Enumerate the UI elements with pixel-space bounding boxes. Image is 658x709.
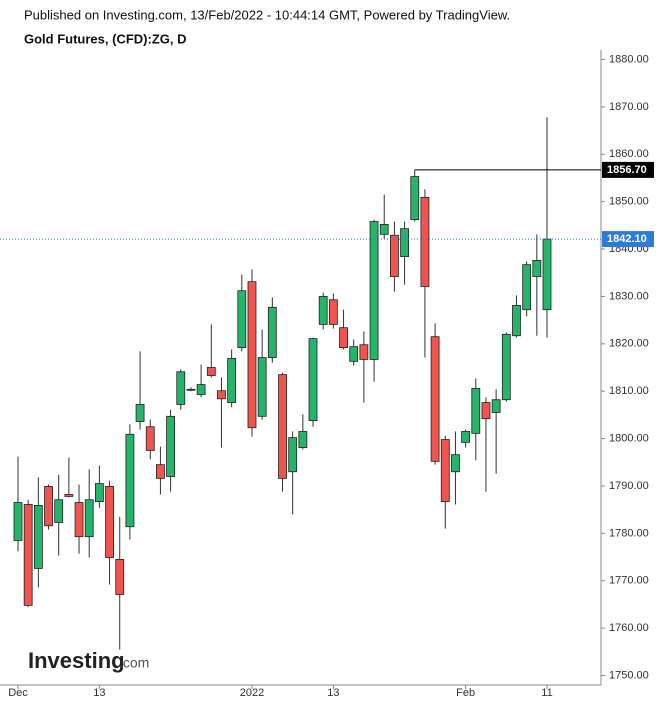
y-tick-label: 1810.00 (609, 385, 649, 397)
candle-body (451, 454, 460, 473)
x-tick-label: 13 (327, 687, 339, 699)
x-tick-label: 2022 (240, 687, 264, 699)
candle-body (359, 344, 369, 360)
candle-body (410, 176, 420, 221)
candle-body (105, 486, 114, 558)
candle-body (44, 486, 53, 527)
candle-body (125, 433, 135, 528)
candle-body (23, 504, 33, 606)
candle-body (542, 238, 552, 311)
x-tick-label: 13 (93, 687, 105, 699)
candle-body (135, 404, 145, 422)
y-tick-label: 1880.00 (609, 53, 649, 65)
candle-body (481, 402, 491, 420)
candle-body (471, 387, 481, 434)
logo-brand: Investing (28, 648, 125, 673)
candle-body (308, 338, 318, 421)
candle-body (217, 390, 226, 400)
last-price-box (602, 231, 654, 248)
candle-body (339, 327, 348, 348)
candle-body (501, 333, 511, 401)
candle-body (420, 196, 430, 287)
candle-body (247, 281, 257, 429)
candle-body (512, 305, 521, 337)
candle-body (145, 426, 155, 451)
candle-body (379, 223, 389, 235)
candle-body (94, 483, 104, 503)
candle-body (461, 431, 471, 443)
y-tick-label: 1780.00 (609, 527, 649, 539)
logo-suffix: .com (119, 655, 149, 671)
x-tick-label: Dec (8, 687, 28, 699)
candle-body (328, 299, 338, 325)
candle-body (278, 374, 287, 479)
source-note: Published on Investing.com, 13/Feb/2022 … (24, 7, 510, 22)
y-tick-label: 1850.00 (609, 196, 649, 208)
candle-body (298, 431, 308, 448)
candle-body (84, 499, 94, 538)
candle-body (13, 502, 23, 541)
high-marker-box (602, 161, 654, 178)
high-marker-label: 1856.70 (607, 164, 647, 176)
candle-body (288, 437, 298, 473)
y-tick-label: 1790.00 (609, 480, 649, 492)
last-price-label: 1842.10 (607, 233, 647, 245)
chart-title: Gold Futures, (CFD):ZG, D (24, 31, 186, 46)
y-tick-label: 1870.00 (609, 101, 649, 113)
y-tick-label: 1820.00 (609, 338, 649, 350)
candle-body (369, 221, 379, 360)
candle-body (196, 384, 206, 395)
candle-body (74, 502, 84, 538)
candle-body (532, 260, 542, 277)
candle-body (522, 264, 532, 311)
candle-body (64, 494, 74, 497)
candle-body (237, 290, 247, 348)
y-tick-label: 1800.00 (609, 432, 649, 444)
candle-body (390, 234, 399, 277)
candle-body (166, 415, 175, 477)
candle-body (115, 559, 125, 595)
candle-body (186, 388, 196, 391)
y-tick-label: 1760.00 (609, 622, 649, 634)
candle-body (257, 357, 267, 417)
candle-body (267, 306, 277, 358)
candle-body (440, 439, 450, 503)
candle-body (156, 464, 165, 479)
y-tick-label: 1860.00 (609, 148, 649, 160)
candle-body (491, 399, 501, 413)
candle-body (54, 499, 64, 523)
x-tick-label: Feb (456, 687, 475, 699)
candle-body (33, 504, 43, 569)
y-tick-label: 1750.00 (609, 669, 649, 681)
y-tick-label: 1830.00 (609, 290, 649, 302)
x-tick-label: 11 (541, 687, 552, 699)
y-tick-label: 1770.00 (609, 575, 649, 587)
candle-body (400, 228, 409, 258)
candle-body (176, 371, 186, 405)
candle-body (206, 367, 216, 376)
candle-body (430, 336, 440, 462)
candle-body (227, 358, 237, 403)
candle-body (318, 296, 328, 325)
candle-body (349, 346, 359, 362)
